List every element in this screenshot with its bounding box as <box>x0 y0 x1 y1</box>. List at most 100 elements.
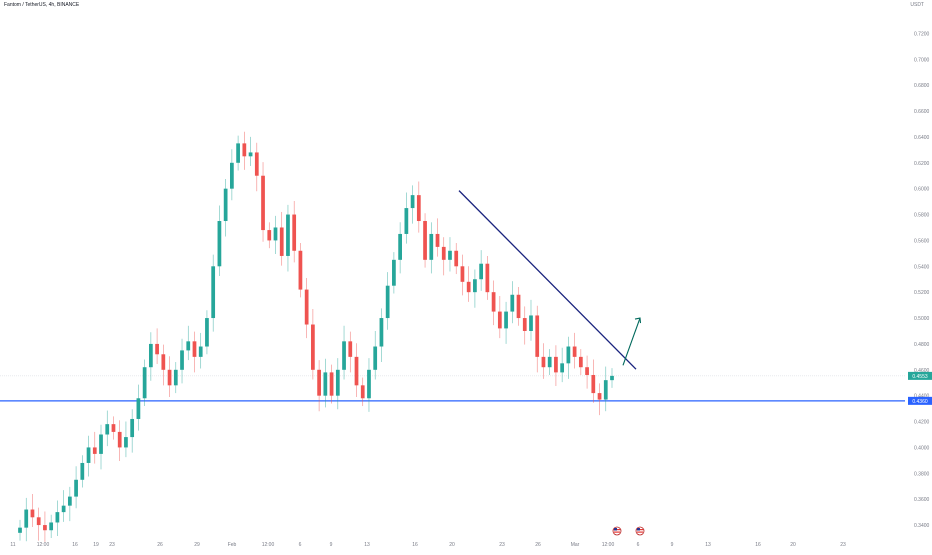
x-tick-label: 23 <box>109 542 115 548</box>
candle-down <box>167 369 172 386</box>
candle-down <box>36 517 41 526</box>
candle-down <box>161 354 166 370</box>
candle-up <box>55 512 60 523</box>
candle-up <box>404 208 409 234</box>
candle-down <box>591 374 596 394</box>
y-tick-label: 0.5200 <box>914 290 930 296</box>
candle-up <box>217 221 222 267</box>
candle-up <box>367 369 371 399</box>
candle-up <box>479 263 484 280</box>
candle-down <box>354 356 359 386</box>
candle-down <box>535 315 540 357</box>
x-tick-label: 16 <box>72 542 78 548</box>
breakout-arrow[interactable] <box>622 317 641 366</box>
candle-up <box>392 259 396 286</box>
candle-down <box>155 343 159 355</box>
x-tick-label: 9 <box>330 542 333 548</box>
x-tick-label: 6 <box>299 542 302 548</box>
candle-down <box>497 311 502 329</box>
flag-canton <box>614 528 617 531</box>
x-tick-label: 26 <box>157 542 163 548</box>
candle-up <box>510 294 515 312</box>
us-flag-event-icon[interactable] <box>612 526 622 536</box>
candle-up <box>286 214 290 256</box>
us-flag-event-icon[interactable] <box>635 526 645 536</box>
candle-up <box>547 356 552 368</box>
candle-up <box>566 346 571 364</box>
candle-up <box>473 279 477 293</box>
candle-up <box>603 380 608 400</box>
candles <box>18 131 614 542</box>
candle-down <box>267 230 272 241</box>
candle-up <box>148 343 153 368</box>
candle-up <box>186 341 191 351</box>
y-tick-label: 0.5000 <box>914 316 930 322</box>
candle-up <box>379 318 384 347</box>
y-tick-label: 0.6400 <box>914 135 930 141</box>
candle-up <box>130 418 135 438</box>
x-tick-label: 12:00 <box>37 542 50 548</box>
candle-up <box>398 233 402 260</box>
breakout-arrowhead <box>634 317 642 324</box>
candle-up <box>610 375 614 381</box>
candle-down <box>572 346 577 357</box>
flag-canton <box>637 528 640 531</box>
candle-up <box>385 285 390 319</box>
last-price-label: 0.4553 <box>912 374 928 380</box>
candle-down <box>360 385 365 399</box>
x-tick-label: 23 <box>499 542 505 548</box>
candle-down <box>597 393 602 400</box>
candle-down <box>348 341 353 357</box>
x-tick-label: 6 <box>637 542 640 548</box>
time-axis: 11 12:00 16 19 23 26 29 Feb 12:00 6 9 13 16 20 23 26 Mar… <box>10 542 846 548</box>
y-tick-label: 0.4000 <box>914 445 930 451</box>
y-tick-label: 0.5800 <box>914 213 930 219</box>
candle-down <box>261 175 265 231</box>
candle-up <box>173 369 178 386</box>
candle-down <box>311 324 315 370</box>
y-tick-label: 0.6800 <box>914 83 930 89</box>
candle-down <box>485 263 490 293</box>
candle-up <box>198 346 203 357</box>
descending-trendline[interactable] <box>458 190 637 370</box>
candle-up <box>236 143 240 163</box>
candle-down <box>423 221 427 260</box>
candle-up <box>373 346 378 370</box>
candle-up <box>323 372 328 396</box>
candle-up <box>67 496 72 506</box>
x-tick-label: 23 <box>840 542 846 548</box>
x-tick-label: Feb <box>228 542 237 548</box>
candle-up <box>248 152 253 157</box>
candle-down <box>30 509 35 518</box>
candle-down <box>578 356 583 368</box>
candle-down <box>554 356 558 373</box>
candle-down <box>254 152 259 176</box>
candle-up <box>180 350 184 370</box>
x-tick-label: 9 <box>671 542 674 548</box>
y-tick-label: 0.5400 <box>914 264 930 270</box>
price-axis: 0.7200 0.7000 0.6800 0.6600 0.6400 0.6200 0.60… <box>914 31 930 529</box>
candle-up <box>335 369 340 396</box>
x-tick-label: 20 <box>449 542 455 548</box>
candle-up <box>273 227 278 241</box>
price-unit-label: USDT <box>910 2 924 8</box>
y-tick-label: 0.6600 <box>914 109 930 115</box>
candle-up <box>86 447 91 463</box>
candle-up <box>205 318 209 347</box>
y-tick-label: 0.3800 <box>914 471 930 477</box>
x-tick-label: 12:00 <box>602 542 615 548</box>
candle-down <box>329 372 334 396</box>
candle-up <box>61 505 66 513</box>
support-level <box>0 375 905 402</box>
x-tick-label: 26 <box>535 542 541 548</box>
candle-up <box>560 363 565 373</box>
x-tick-label: 13 <box>705 542 711 548</box>
candle-up <box>49 522 54 531</box>
candle-up <box>223 188 228 222</box>
candle-up <box>136 398 141 419</box>
candle-up <box>448 250 452 260</box>
candle-up <box>24 509 29 528</box>
y-tick-label: 0.7000 <box>914 57 930 63</box>
